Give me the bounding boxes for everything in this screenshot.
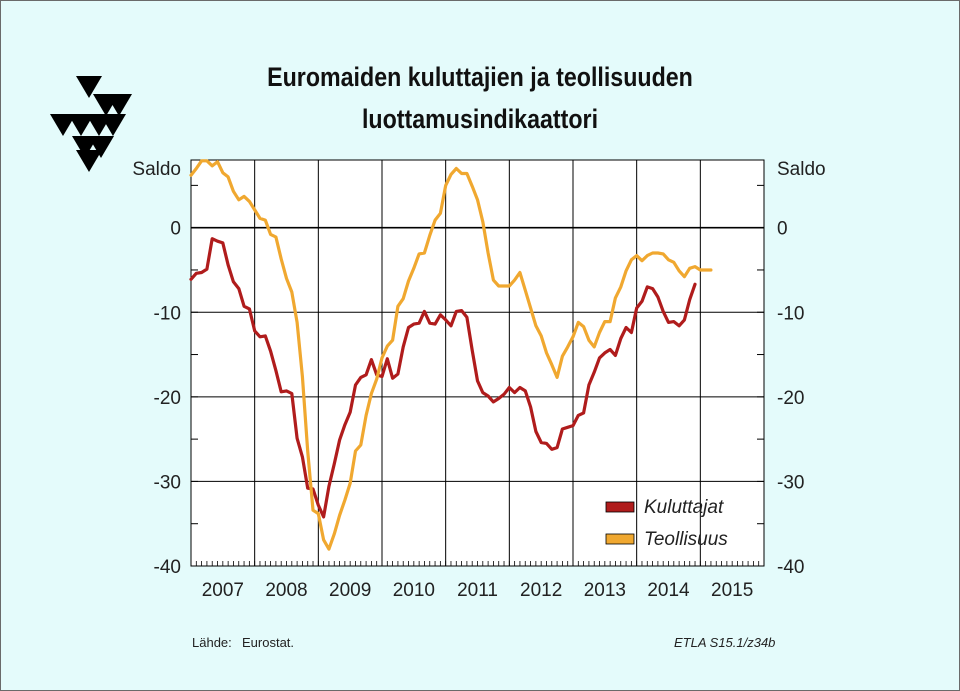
y-tick-label-left: 0 — [170, 219, 181, 240]
axis-ticks — [190, 184, 765, 567]
y-tick-label-right: -40 — [777, 557, 804, 578]
y-tick-label-left: -10 — [154, 303, 181, 324]
y-axis-title-right: Saldo — [777, 159, 826, 180]
y-tick-label-right: 0 — [777, 219, 788, 240]
x-tick-label-2014: 2014 — [647, 580, 690, 601]
legend: Kuluttajat Teollisuus — [605, 497, 728, 550]
y-tick-label-left: -40 — [154, 557, 181, 578]
chart-title-line1: Euromaiden kuluttajien ja teollisuuden — [267, 62, 693, 92]
x-tick-label-2011: 2011 — [457, 580, 498, 601]
x-tick-label-2008: 2008 — [265, 580, 307, 601]
chart-title-line2: luottamusindikaattori — [361, 104, 599, 134]
series-lines — [189, 159, 713, 551]
x-tick-label-2012: 2012 — [520, 580, 562, 601]
x-tick-label-2013: 2013 — [584, 580, 626, 601]
y-axis-title-left: Saldo — [132, 159, 181, 180]
x-tick-label-2010: 2010 — [393, 580, 435, 601]
grid-lines — [191, 160, 764, 566]
y-tick-label-left: -30 — [154, 472, 181, 493]
legend-label-teollisuus: Teollisuus — [644, 529, 728, 550]
x-tick-label-2015: 2015 — [711, 580, 753, 601]
y-tick-label-right: -10 — [777, 303, 804, 324]
legend-swatch-teollisuus — [605, 533, 635, 545]
source-label: Lähde: — [192, 635, 232, 650]
etla-logo-icon — [50, 76, 132, 172]
figure-code: ETLA S15.1/z34b — [674, 635, 776, 650]
series-line-teollisuus — [189, 159, 713, 551]
x-tick-label-2007: 2007 — [202, 580, 244, 601]
y-tick-label-left: -20 — [154, 388, 181, 409]
source-value: Eurostat. — [242, 635, 295, 650]
legend-swatch-kuluttajat — [605, 501, 635, 513]
y-tick-label-right: -20 — [777, 388, 804, 409]
y-tick-label-right: -30 — [777, 472, 804, 493]
axis-labels: 2007 2008 2009 2010 2011 2012 2013 2014 2015 0 0 -1… — [132, 159, 825, 601]
x-tick-label-2009: 2009 — [329, 580, 371, 601]
series-line-kuluttajat — [189, 237, 697, 519]
legend-label-kuluttajat: Kuluttajat — [644, 497, 724, 518]
